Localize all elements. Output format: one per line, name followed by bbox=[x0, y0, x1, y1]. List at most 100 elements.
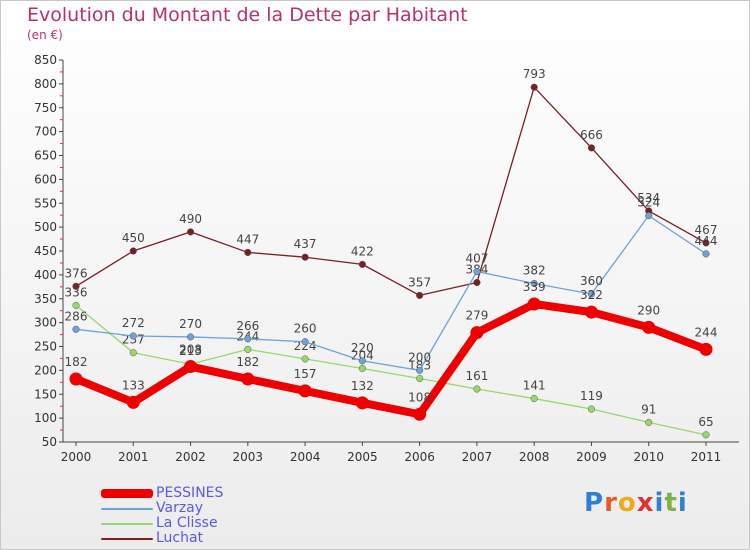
data-point-luchat bbox=[416, 291, 424, 299]
x-tick-label: 2010 bbox=[633, 450, 664, 464]
y-tick-label: 150 bbox=[34, 387, 57, 401]
data-label-varzay: 266 bbox=[236, 319, 259, 333]
data-label-varzay: 524 bbox=[637, 196, 660, 210]
y-tick-label: 350 bbox=[34, 292, 57, 306]
data-point-varzay bbox=[186, 333, 195, 341]
legend-swatch bbox=[101, 537, 153, 540]
data-point-luchat bbox=[702, 239, 710, 247]
data-label-luchat: 793 bbox=[523, 67, 546, 81]
data-label-varzay: 200 bbox=[408, 350, 431, 364]
data-label-varzay: 444 bbox=[695, 234, 718, 248]
x-tick-label: 2002 bbox=[175, 450, 206, 464]
data-point-la-clisse bbox=[244, 345, 252, 353]
data-label-varzay: 286 bbox=[65, 309, 88, 323]
data-point-la-clisse bbox=[416, 374, 424, 383]
data-label-pessines: 182 bbox=[236, 355, 259, 369]
series-line-varzay bbox=[75, 215, 707, 372]
y-tick-label: 800 bbox=[34, 77, 57, 91]
data-label-pessines: 208 bbox=[179, 343, 202, 357]
data-label-varzay: 407 bbox=[465, 252, 488, 266]
legend-item-pessines: PESSINES bbox=[101, 486, 223, 501]
x-tick-label: 2009 bbox=[576, 450, 607, 464]
x-tick-label: 2011 bbox=[691, 450, 722, 464]
legend: PESSINES Varzay La Clisse Luchat bbox=[101, 486, 223, 546]
legend-swatch bbox=[101, 507, 153, 510]
logo-letter: P bbox=[584, 488, 605, 518]
legend-label: Varzay bbox=[156, 500, 204, 516]
y-tick-label: 450 bbox=[34, 244, 57, 258]
data-label-pessines: 279 bbox=[465, 309, 488, 323]
data-point-pessines bbox=[126, 395, 140, 409]
y-tick-label: 750 bbox=[34, 101, 57, 115]
legend-item-varzay: Varzay bbox=[101, 501, 223, 516]
x-tick-label: 2005 bbox=[347, 450, 378, 464]
data-label-pessines: 290 bbox=[637, 303, 660, 317]
data-label-pessines: 157 bbox=[294, 367, 317, 381]
data-label-la-clisse: 65 bbox=[698, 415, 713, 429]
y-tick-label: 200 bbox=[34, 363, 57, 377]
data-label-varzay: 382 bbox=[523, 263, 546, 277]
data-point-la-clisse bbox=[587, 405, 596, 413]
data-label-la-clisse: 336 bbox=[65, 285, 88, 299]
data-label-pessines: 322 bbox=[580, 288, 603, 302]
data-point-pessines bbox=[470, 326, 484, 340]
data-point-varzay bbox=[702, 250, 710, 258]
data-point-varzay bbox=[587, 290, 596, 298]
data-point-pessines bbox=[699, 342, 713, 356]
data-point-varzay bbox=[244, 335, 252, 343]
data-label-la-clisse: 224 bbox=[294, 339, 317, 353]
y-tick-label: 400 bbox=[34, 268, 57, 282]
data-label-la-clisse: 119 bbox=[580, 389, 603, 403]
logo-letter: o bbox=[617, 488, 637, 518]
data-point-pessines bbox=[355, 396, 369, 410]
data-point-varzay bbox=[416, 366, 424, 374]
data-label-luchat: 534 bbox=[637, 191, 660, 205]
data-point-pessines bbox=[298, 384, 312, 398]
y-tick-label: 850 bbox=[34, 53, 57, 67]
legend-label: La Clisse bbox=[156, 515, 218, 531]
data-point-pessines bbox=[241, 372, 255, 386]
logo-letter: i bbox=[654, 488, 665, 518]
unit-label: (en €) bbox=[27, 28, 63, 42]
logo-letter: x bbox=[636, 488, 655, 518]
data-point-luchat bbox=[587, 144, 596, 152]
data-point-varzay bbox=[301, 338, 309, 346]
legend-item-la-clisse: La Clisse bbox=[101, 516, 223, 531]
x-tick-label: 2004 bbox=[290, 450, 321, 464]
legend-item-luchat: Luchat bbox=[101, 531, 223, 546]
data-label-la-clisse: 213 bbox=[179, 344, 202, 358]
data-label-luchat: 467 bbox=[695, 223, 718, 237]
data-point-pessines bbox=[413, 407, 427, 421]
data-point-la-clisse bbox=[530, 394, 538, 403]
logo-letter: t bbox=[664, 488, 678, 518]
data-point-luchat bbox=[244, 248, 252, 256]
data-point-varzay bbox=[645, 212, 653, 220]
data-point-luchat bbox=[301, 253, 309, 261]
data-label-pessines: 133 bbox=[122, 378, 145, 392]
y-tick-label: 700 bbox=[34, 125, 57, 139]
data-point-la-clisse bbox=[358, 364, 366, 373]
logo-letter: i bbox=[677, 488, 688, 518]
data-point-la-clisse bbox=[129, 349, 137, 357]
data-point-luchat bbox=[72, 282, 80, 290]
x-tick-label: 2008 bbox=[519, 450, 550, 464]
y-tick-label: 650 bbox=[34, 149, 57, 163]
y-tick-label: 100 bbox=[34, 411, 57, 425]
legend-swatch bbox=[101, 489, 153, 498]
series-line-la-clisse bbox=[75, 304, 707, 436]
data-label-varzay: 270 bbox=[179, 317, 202, 331]
data-point-luchat bbox=[530, 83, 538, 91]
data-label-la-clisse: 141 bbox=[523, 379, 546, 393]
data-point-luchat bbox=[186, 228, 195, 236]
x-tick-label: 2000 bbox=[61, 450, 92, 464]
data-label-varzay: 272 bbox=[122, 316, 145, 330]
data-label-luchat: 450 bbox=[122, 231, 145, 245]
data-point-pessines bbox=[69, 372, 83, 386]
data-label-la-clisse: 161 bbox=[465, 369, 488, 383]
data-point-luchat bbox=[129, 247, 137, 255]
data-point-varzay bbox=[129, 332, 137, 340]
data-point-pessines bbox=[184, 360, 198, 374]
legend-label: Luchat bbox=[156, 530, 204, 546]
data-point-varzay bbox=[473, 267, 481, 276]
